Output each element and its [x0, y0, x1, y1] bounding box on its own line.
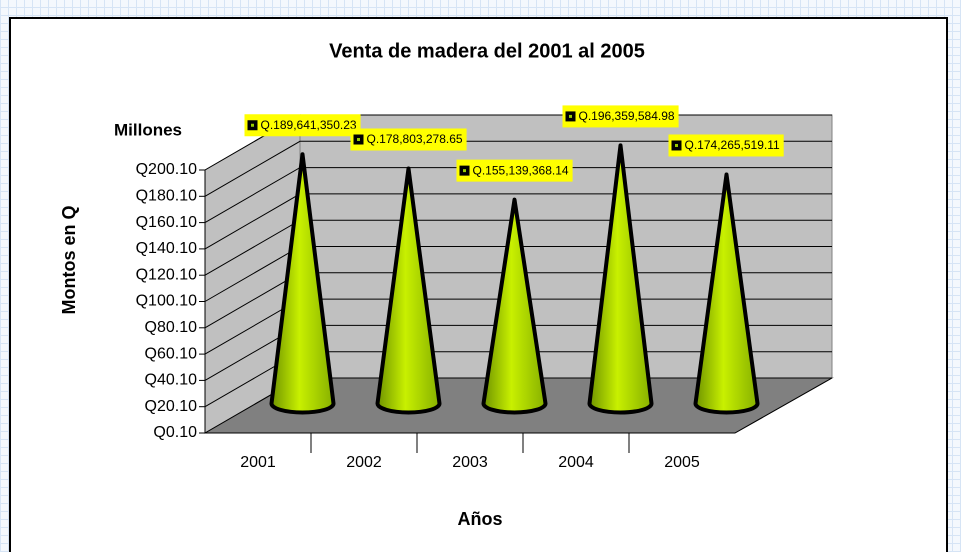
- y-unit-label: Millones: [114, 120, 182, 139]
- x-tick-label: 2001: [240, 454, 276, 471]
- y-tick-label: Q140.10: [136, 240, 197, 257]
- value-label-box: [456, 159, 573, 182]
- legend-key-inner: [569, 114, 572, 118]
- cone: [269, 152, 336, 415]
- value-label: Q.155,139,368.14: [456, 159, 573, 182]
- value-label: Q.174,265,519.11: [668, 134, 784, 157]
- value-label: Q.196,359,584.98: [562, 105, 679, 128]
- x-tick-label: 2003: [452, 454, 488, 471]
- chart-title: Venta de madera del 2001 al 2005: [329, 40, 645, 62]
- y-tick-label: Q40.10: [145, 372, 198, 389]
- value-label-text: Q.196,359,584.98: [579, 109, 675, 123]
- y-tick-label: Q160.10: [136, 214, 197, 231]
- x-tick-label: 2002: [346, 454, 382, 471]
- grid-line: [204, 140, 832, 197]
- x-tick-label: 2004: [558, 454, 594, 471]
- value-label-box: [244, 114, 361, 137]
- cone: [481, 197, 548, 415]
- value-label-box: [668, 134, 784, 157]
- legend-key-inner: [251, 123, 254, 127]
- x-axis-depth: [734, 377, 833, 434]
- y-tick-label: Q120.10: [136, 266, 197, 283]
- y-tick-label: Q60.10: [145, 345, 198, 362]
- value-label: Q.189,641,350.23: [244, 114, 361, 137]
- value-label-text: Q.174,265,519.11: [685, 138, 781, 152]
- cone: [693, 172, 760, 415]
- value-label-text: Q.189,641,350.23: [261, 118, 357, 132]
- legend-key-inner: [463, 169, 466, 173]
- x-axis-label: Años: [458, 509, 503, 529]
- cone: [587, 143, 654, 415]
- value-label-text: Q.155,139,368.14: [473, 163, 569, 177]
- y-tick-label: Q0.10: [153, 424, 197, 441]
- y-tick-label: Q80.10: [145, 319, 198, 336]
- y-axis-label: Montos en Q: [59, 206, 79, 315]
- x-tick-label: 2005: [664, 454, 700, 471]
- value-label-box: [350, 128, 467, 151]
- y-tick-label: Q180.10: [136, 188, 197, 205]
- value-label-box: [562, 105, 679, 128]
- value-label-text: Q.178,803,278.65: [367, 132, 463, 146]
- y-tick-label: Q200.10: [136, 161, 197, 178]
- legend-key-inner: [675, 143, 678, 147]
- y-tick-label: Q20.10: [145, 398, 198, 415]
- cone: [375, 166, 442, 415]
- legend-key-inner: [357, 138, 360, 142]
- value-label: Q.178,803,278.65: [350, 128, 467, 151]
- y-tick-label: Q100.10: [136, 293, 197, 310]
